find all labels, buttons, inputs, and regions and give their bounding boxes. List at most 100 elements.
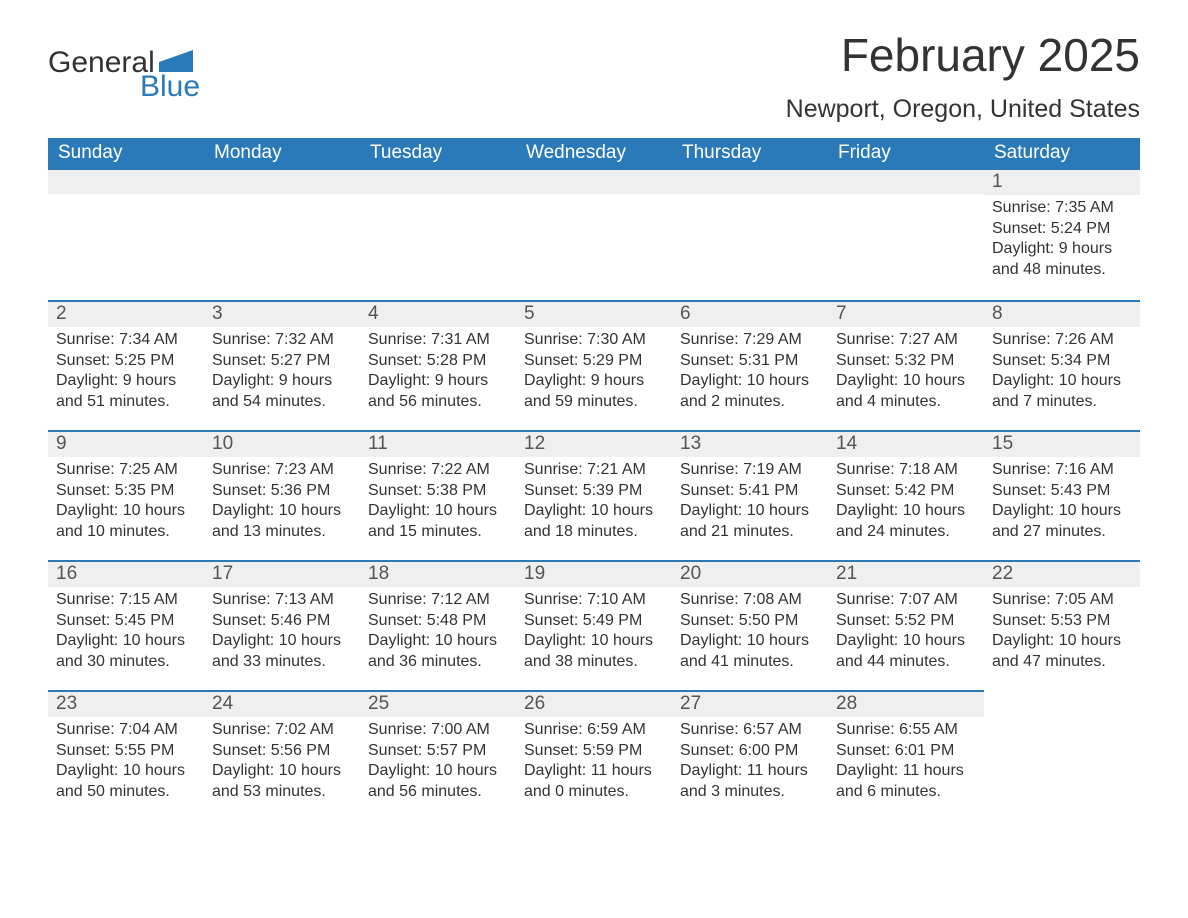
day-details: Sunrise: 7:08 AMSunset: 5:50 PMDaylight:… xyxy=(672,587,828,672)
sunset-line: Sunset: 5:38 PM xyxy=(368,481,508,501)
day-wrap: 22Sunrise: 7:05 AMSunset: 5:53 PMDayligh… xyxy=(984,560,1140,690)
day-details: Sunrise: 7:23 AMSunset: 5:36 PMDaylight:… xyxy=(204,457,360,542)
daylight-line-1: Daylight: 10 hours xyxy=(836,371,976,391)
sunrise-line: Sunrise: 7:21 AM xyxy=(524,460,664,480)
calendar-cell xyxy=(984,690,1140,820)
daylight-line-1: Daylight: 9 hours xyxy=(524,371,664,391)
daylight-line-1: Daylight: 9 hours xyxy=(56,371,196,391)
sunset-line: Sunset: 5:59 PM xyxy=(524,741,664,761)
daylight-line-1: Daylight: 10 hours xyxy=(524,631,664,651)
calendar-week-row: 2Sunrise: 7:34 AMSunset: 5:25 PMDaylight… xyxy=(48,300,1140,430)
daylight-line-2: and 4 minutes. xyxy=(836,392,976,412)
sunset-line: Sunset: 5:24 PM xyxy=(992,219,1132,239)
calendar-head: SundayMondayTuesdayWednesdayThursdayFrid… xyxy=(48,138,1140,170)
sunset-line: Sunset: 5:29 PM xyxy=(524,351,664,371)
sunrise-line: Sunrise: 6:57 AM xyxy=(680,720,820,740)
day-number: 27 xyxy=(672,690,828,718)
daylight-line-2: and 56 minutes. xyxy=(368,782,508,802)
sunset-line: Sunset: 5:45 PM xyxy=(56,611,196,631)
day-details: Sunrise: 7:35 AMSunset: 5:24 PMDaylight:… xyxy=(984,195,1140,280)
calendar-cell: 1Sunrise: 7:35 AMSunset: 5:24 PMDaylight… xyxy=(984,170,1140,300)
calendar-cell xyxy=(204,170,360,300)
logo-text-blue: Blue xyxy=(140,72,200,102)
calendar-cell: 28Sunrise: 6:55 AMSunset: 6:01 PMDayligh… xyxy=(828,690,984,820)
daylight-line-2: and 33 minutes. xyxy=(212,652,352,672)
sunrise-line: Sunrise: 7:00 AM xyxy=(368,720,508,740)
day-details: Sunrise: 7:34 AMSunset: 5:25 PMDaylight:… xyxy=(48,327,204,412)
month-title: February 2025 xyxy=(786,30,1140,81)
sunset-line: Sunset: 5:42 PM xyxy=(836,481,976,501)
daylight-line-2: and 13 minutes. xyxy=(212,522,352,542)
day-wrap: 18Sunrise: 7:12 AMSunset: 5:48 PMDayligh… xyxy=(360,560,516,690)
calendar-cell: 3Sunrise: 7:32 AMSunset: 5:27 PMDaylight… xyxy=(204,300,360,430)
sunset-line: Sunset: 5:55 PM xyxy=(56,741,196,761)
calendar-cell: 10Sunrise: 7:23 AMSunset: 5:36 PMDayligh… xyxy=(204,430,360,560)
calendar-cell: 19Sunrise: 7:10 AMSunset: 5:49 PMDayligh… xyxy=(516,560,672,690)
sunset-line: Sunset: 5:46 PM xyxy=(212,611,352,631)
day-number: 20 xyxy=(672,560,828,588)
calendar-cell xyxy=(360,170,516,300)
sunrise-line: Sunrise: 7:23 AM xyxy=(212,460,352,480)
sunset-line: Sunset: 5:57 PM xyxy=(368,741,508,761)
day-wrap: 3Sunrise: 7:32 AMSunset: 5:27 PMDaylight… xyxy=(204,300,360,430)
daylight-line-1: Daylight: 11 hours xyxy=(524,761,664,781)
sunrise-line: Sunrise: 7:25 AM xyxy=(56,460,196,480)
sunrise-line: Sunrise: 7:34 AM xyxy=(56,330,196,350)
day-number: 7 xyxy=(828,300,984,328)
calendar-cell xyxy=(48,170,204,300)
daylight-line-2: and 56 minutes. xyxy=(368,392,508,412)
day-details: Sunrise: 7:16 AMSunset: 5:43 PMDaylight:… xyxy=(984,457,1140,542)
daylight-line-1: Daylight: 10 hours xyxy=(368,501,508,521)
day-header: Sunday xyxy=(48,138,204,170)
day-header: Friday xyxy=(828,138,984,170)
daylight-line-1: Daylight: 10 hours xyxy=(212,501,352,521)
day-wrap: 6Sunrise: 7:29 AMSunset: 5:31 PMDaylight… xyxy=(672,300,828,430)
day-number: 11 xyxy=(360,430,516,458)
day-wrap: 5Sunrise: 7:30 AMSunset: 5:29 PMDaylight… xyxy=(516,300,672,430)
sunset-line: Sunset: 5:32 PM xyxy=(836,351,976,371)
sunset-line: Sunset: 5:41 PM xyxy=(680,481,820,501)
calendar-cell: 18Sunrise: 7:12 AMSunset: 5:48 PMDayligh… xyxy=(360,560,516,690)
calendar-cell: 14Sunrise: 7:18 AMSunset: 5:42 PMDayligh… xyxy=(828,430,984,560)
daylight-line-2: and 54 minutes. xyxy=(212,392,352,412)
day-number: 22 xyxy=(984,560,1140,588)
day-details: Sunrise: 7:13 AMSunset: 5:46 PMDaylight:… xyxy=(204,587,360,672)
sunset-line: Sunset: 5:50 PM xyxy=(680,611,820,631)
day-wrap: 11Sunrise: 7:22 AMSunset: 5:38 PMDayligh… xyxy=(360,430,516,560)
calendar-cell: 17Sunrise: 7:13 AMSunset: 5:46 PMDayligh… xyxy=(204,560,360,690)
day-number: 15 xyxy=(984,430,1140,458)
daylight-line-2: and 15 minutes. xyxy=(368,522,508,542)
day-number: 26 xyxy=(516,690,672,718)
calendar-table: SundayMondayTuesdayWednesdayThursdayFrid… xyxy=(48,138,1140,820)
sunrise-line: Sunrise: 7:22 AM xyxy=(368,460,508,480)
sunset-line: Sunset: 5:49 PM xyxy=(524,611,664,631)
sunset-line: Sunset: 5:39 PM xyxy=(524,481,664,501)
day-details: Sunrise: 6:55 AMSunset: 6:01 PMDaylight:… xyxy=(828,717,984,802)
sunset-line: Sunset: 5:52 PM xyxy=(836,611,976,631)
daylight-line-1: Daylight: 11 hours xyxy=(680,761,820,781)
calendar-cell: 5Sunrise: 7:30 AMSunset: 5:29 PMDaylight… xyxy=(516,300,672,430)
calendar-cell: 11Sunrise: 7:22 AMSunset: 5:38 PMDayligh… xyxy=(360,430,516,560)
daylight-line-2: and 0 minutes. xyxy=(524,782,664,802)
calendar-cell xyxy=(828,170,984,300)
daylight-line-1: Daylight: 10 hours xyxy=(56,761,196,781)
sunrise-line: Sunrise: 7:35 AM xyxy=(992,198,1132,218)
day-wrap: 7Sunrise: 7:27 AMSunset: 5:32 PMDaylight… xyxy=(828,300,984,430)
sunrise-line: Sunrise: 7:16 AM xyxy=(992,460,1132,480)
calendar-cell: 4Sunrise: 7:31 AMSunset: 5:28 PMDaylight… xyxy=(360,300,516,430)
daylight-line-1: Daylight: 10 hours xyxy=(680,501,820,521)
sunrise-line: Sunrise: 6:55 AM xyxy=(836,720,976,740)
sunrise-line: Sunrise: 7:08 AM xyxy=(680,590,820,610)
calendar-cell: 22Sunrise: 7:05 AMSunset: 5:53 PMDayligh… xyxy=(984,560,1140,690)
logo-text-general: General xyxy=(48,48,155,78)
calendar-cell: 23Sunrise: 7:04 AMSunset: 5:55 PMDayligh… xyxy=(48,690,204,820)
calendar-cell: 21Sunrise: 7:07 AMSunset: 5:52 PMDayligh… xyxy=(828,560,984,690)
sunset-line: Sunset: 5:28 PM xyxy=(368,351,508,371)
day-details: Sunrise: 7:22 AMSunset: 5:38 PMDaylight:… xyxy=(360,457,516,542)
day-wrap xyxy=(516,170,672,300)
day-number: 1 xyxy=(984,170,1140,196)
calendar-cell: 7Sunrise: 7:27 AMSunset: 5:32 PMDaylight… xyxy=(828,300,984,430)
daylight-line-2: and 50 minutes. xyxy=(56,782,196,802)
day-header: Wednesday xyxy=(516,138,672,170)
calendar-cell xyxy=(672,170,828,300)
